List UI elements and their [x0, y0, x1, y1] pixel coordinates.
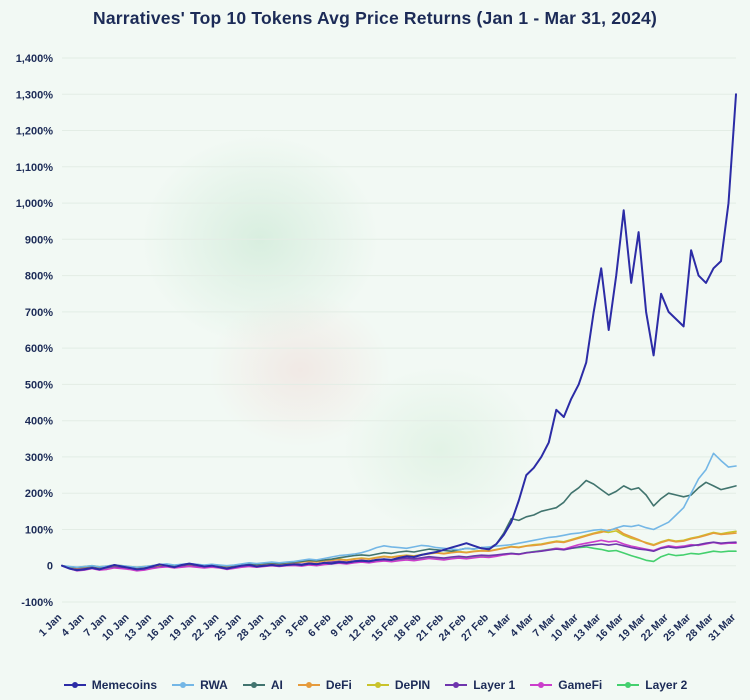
y-tick-label: 600% — [25, 343, 53, 355]
x-tick-label: 1 Jan — [37, 612, 64, 639]
legend-label: DePIN — [394, 678, 431, 692]
y-tick-label: 700% — [25, 307, 53, 319]
y-tick-label: 0 — [47, 561, 53, 573]
chart-title: Narratives' Top 10 Tokens Avg Price Retu… — [93, 8, 657, 28]
y-tick-label: 1,400% — [16, 53, 54, 65]
y-tick-label: 400% — [25, 416, 53, 428]
legend-label: Layer 1 — [473, 678, 516, 692]
legend-label: Layer 2 — [645, 678, 688, 692]
legend-item-depin[interactable]: DePIN — [366, 678, 430, 692]
legend-marker-icon — [172, 682, 195, 688]
y-tick-label: 800% — [25, 271, 53, 283]
y-tick-label: 1,000% — [16, 198, 54, 210]
series-line-rwa — [61, 452, 737, 569]
legend-item-rwa[interactable]: RWA — [171, 678, 228, 692]
legend-item-ai[interactable]: AI — [242, 678, 283, 692]
legend-marker-icon — [366, 682, 389, 688]
legend-item-gamefi[interactable]: GameFi — [529, 678, 602, 692]
legend-label: RWA — [200, 678, 228, 692]
y-tick-label: 500% — [25, 379, 53, 391]
chart-legend: Memecoins RWA AI DeFi DePIN Layer 1 GameFi Laye… — [0, 678, 750, 692]
x-tick-label: 1 Mar — [486, 612, 514, 640]
legend-item-memecoins[interactable]: Memecoins — [63, 678, 157, 692]
legend-item-layer-2[interactable]: Layer 2 — [616, 678, 687, 692]
chart-plot: 1,400% 1,300% 1,200% 1,100% 1,000% 900% 800% 70… — [16, 53, 738, 644]
series-line-memecoins — [61, 93, 737, 572]
legend-label: AI — [270, 678, 283, 692]
legend-label: DeFi — [325, 678, 352, 692]
legend-marker-icon — [617, 682, 640, 688]
legend-label: Memecoins — [91, 678, 158, 692]
y-tick-label: 100% — [25, 525, 53, 537]
legend-marker-icon — [530, 682, 553, 688]
series-line-depin — [61, 530, 737, 569]
x-tick-label: 6 Feb — [306, 612, 334, 640]
legend-marker-icon — [242, 682, 265, 688]
legend-label: GameFi — [558, 678, 603, 692]
legend-marker-icon — [445, 682, 468, 688]
y-tick-label: 200% — [25, 488, 53, 500]
x-tick-label: 4 Jan — [59, 612, 86, 639]
y-tick-label: -100% — [21, 597, 53, 609]
y-tick-label: 1,100% — [16, 162, 54, 174]
legend-marker-icon — [297, 682, 320, 688]
y-tick-label: 900% — [25, 234, 53, 246]
y-tick-label: 1,300% — [16, 89, 54, 101]
y-tick-label: 1,200% — [16, 126, 54, 138]
x-tick-label: 3 Feb — [283, 612, 311, 640]
legend-item-defi[interactable]: DeFi — [297, 678, 352, 692]
x-tick-label: 4 Mar — [508, 612, 536, 640]
y-tick-label: 300% — [25, 452, 53, 464]
legend-item-layer-1[interactable]: Layer 1 — [444, 678, 515, 692]
legend-marker-icon — [63, 682, 86, 688]
